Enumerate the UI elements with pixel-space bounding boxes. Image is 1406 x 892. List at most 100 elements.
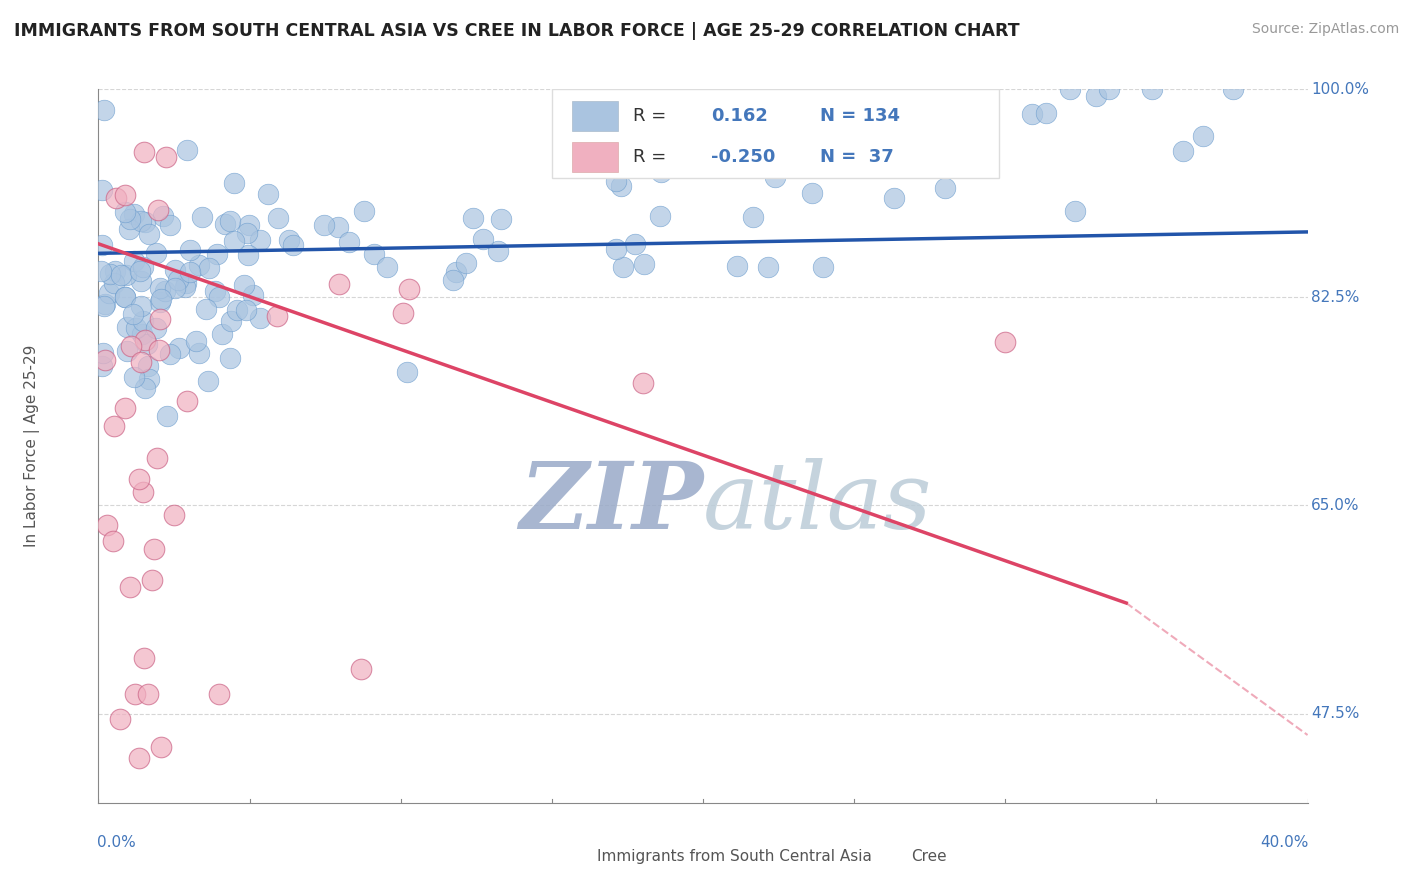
Point (128, 472, 150, 486)
Point (115, 320, 138, 334)
Point (132, 484, 155, 499)
Point (391, 306, 413, 320)
Point (104, 264, 127, 278)
Text: 0.162: 0.162 (711, 107, 768, 125)
Point (650, 165, 672, 179)
Point (150, 739, 173, 754)
Point (222, 234, 245, 248)
Point (120, 339, 142, 353)
Point (149, 292, 172, 306)
Point (236, 226, 259, 240)
Point (190, 210, 212, 224)
Point (194, 301, 217, 316)
Point (398, 282, 420, 296)
Point (725, 259, 748, 273)
Point (136, 688, 159, 702)
Text: R =: R = (633, 107, 672, 125)
Point (1059, 82, 1081, 96)
Point (605, 242, 627, 256)
Point (249, 311, 271, 326)
Point (444, 265, 467, 279)
Point (935, 146, 957, 161)
Point (1085, 88, 1108, 103)
Point (1064, 204, 1087, 219)
Point (486, 244, 509, 259)
Point (249, 233, 271, 247)
Point (219, 214, 242, 228)
Point (204, 284, 226, 298)
Point (232, 277, 254, 292)
Point (131, 355, 153, 369)
Point (328, 219, 350, 234)
Point (120, 212, 142, 227)
Point (148, 203, 170, 218)
Text: N =  37: N = 37 (820, 148, 894, 166)
Text: Cree: Cree (911, 849, 946, 863)
Point (145, 320, 167, 334)
Point (454, 255, 477, 269)
Point (93, 299, 115, 313)
Point (134, 215, 156, 229)
Point (238, 219, 260, 233)
Bar (572, 142, 619, 172)
Point (179, 265, 201, 279)
Point (283, 238, 305, 252)
Point (105, 191, 128, 205)
Point (100, 267, 122, 281)
Point (152, 209, 174, 223)
Point (176, 143, 198, 157)
Point (936, 82, 959, 96)
Point (208, 687, 231, 701)
Text: 100.0%: 100.0% (1312, 82, 1369, 96)
Point (242, 288, 264, 302)
Point (1035, 106, 1057, 120)
Point (125, 321, 148, 335)
Bar (546, 845, 585, 868)
Point (312, 218, 335, 232)
Text: R =: R = (633, 148, 672, 166)
Point (224, 176, 246, 190)
Point (197, 261, 219, 276)
Point (883, 191, 905, 205)
Point (128, 264, 150, 278)
Point (122, 307, 145, 321)
Point (103, 277, 125, 291)
Point (141, 574, 163, 588)
Point (145, 246, 167, 260)
Point (142, 542, 165, 557)
Point (131, 314, 153, 328)
Point (756, 260, 779, 275)
Point (149, 294, 172, 309)
Point (591, 122, 613, 136)
Point (741, 211, 763, 225)
Point (124, 207, 146, 221)
Text: 0.0%: 0.0% (97, 835, 136, 850)
Point (441, 273, 464, 287)
Point (208, 290, 231, 304)
Point (218, 351, 240, 366)
Point (114, 291, 136, 305)
Point (187, 258, 209, 272)
Point (328, 277, 350, 291)
Point (205, 247, 228, 261)
Point (135, 336, 157, 351)
Point (103, 419, 125, 434)
Point (91, 183, 114, 197)
Text: atlas: atlas (703, 458, 932, 548)
Point (129, 299, 152, 313)
Point (350, 662, 373, 676)
Point (1098, 82, 1121, 96)
Point (93, 103, 115, 117)
Point (211, 327, 233, 342)
Point (763, 170, 786, 185)
Point (91, 238, 114, 252)
Point (136, 359, 159, 373)
Point (934, 180, 956, 194)
Point (118, 222, 141, 236)
Point (1191, 128, 1213, 143)
Point (114, 401, 136, 416)
Point (236, 247, 259, 261)
Point (396, 365, 419, 379)
Point (138, 227, 160, 241)
Point (122, 370, 145, 384)
